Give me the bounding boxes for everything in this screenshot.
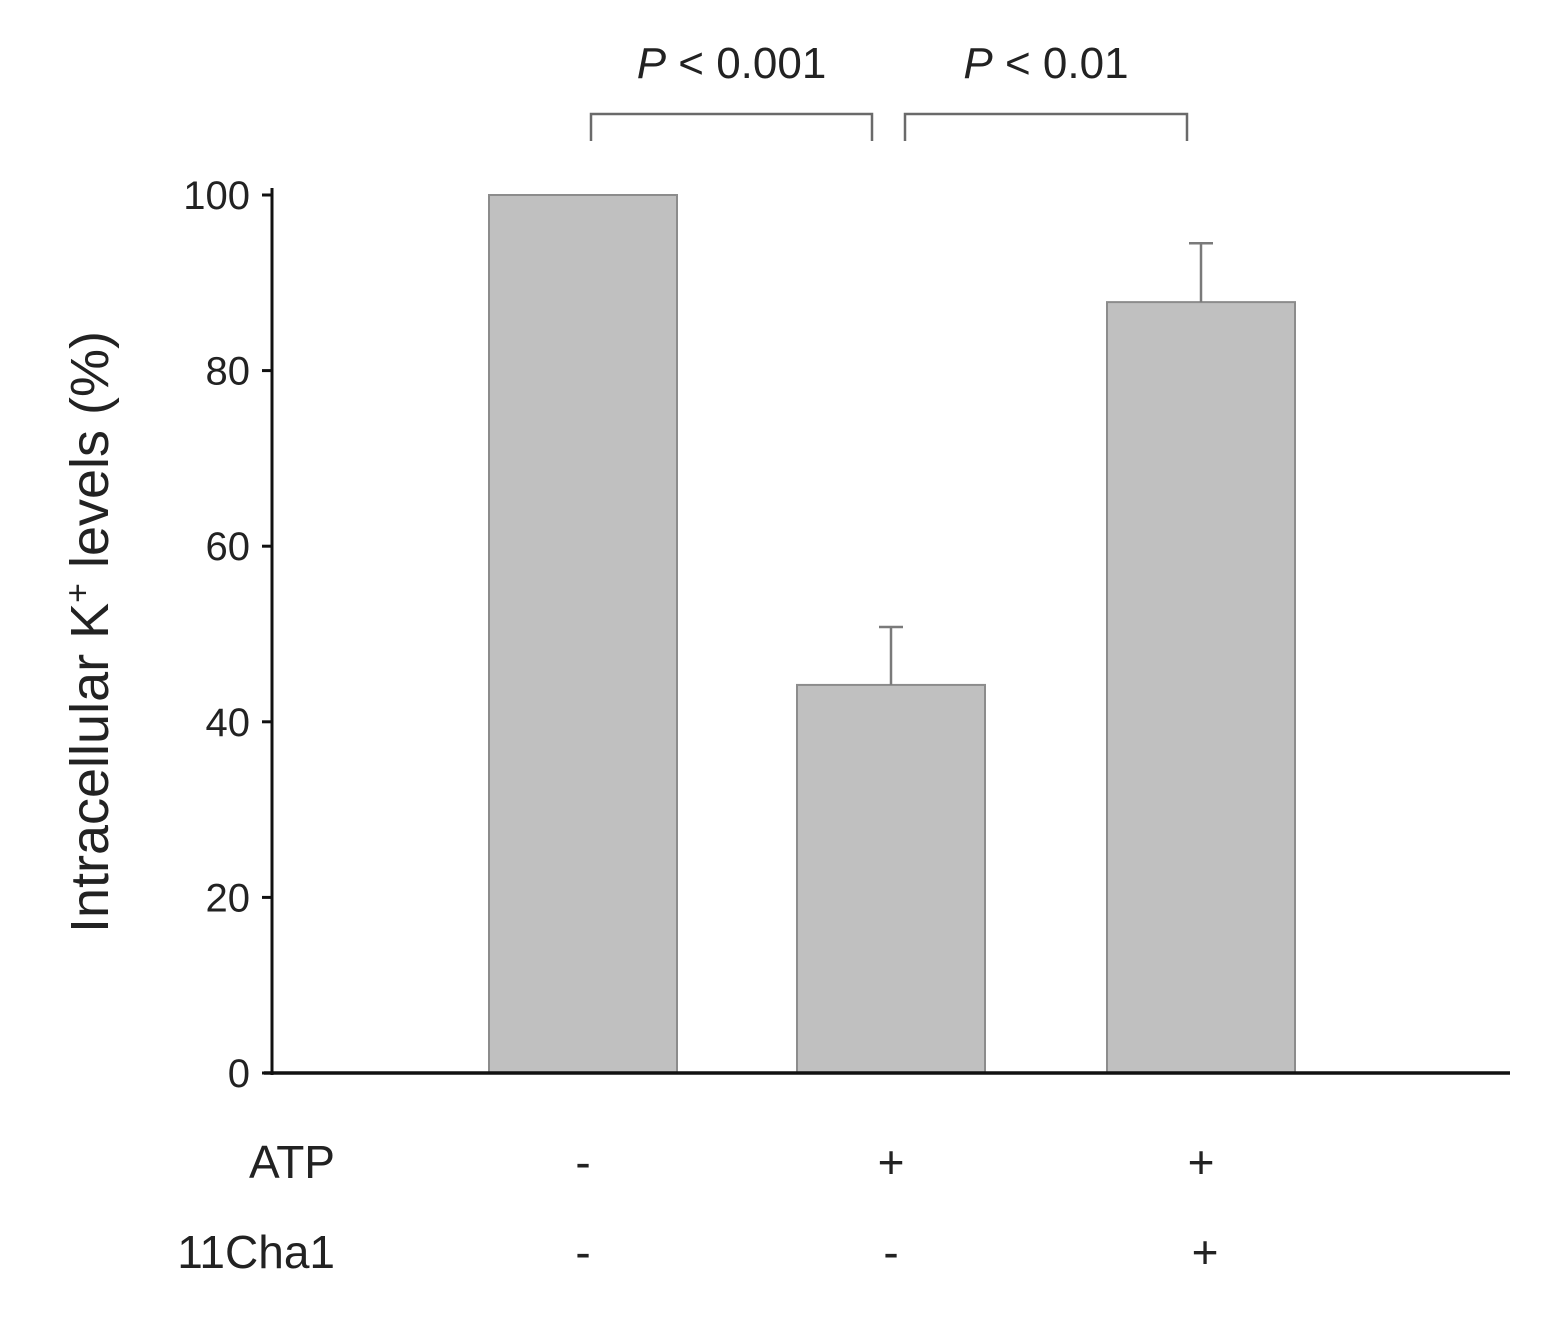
- condition-sign-11Cha1-1: -: [575, 1226, 590, 1278]
- y-tick-label-80: 80: [206, 350, 251, 394]
- y-axis-label-superscript: +: [59, 583, 97, 603]
- y-tick-label-20: 20: [206, 876, 251, 920]
- bar-2: [796, 683, 986, 1074]
- condition-sign-ATP-3: +: [1188, 1136, 1215, 1188]
- p-symbol: P: [637, 39, 667, 88]
- axes-layer: [264, 188, 1510, 1075]
- condition-sign-ATP-1: -: [575, 1136, 590, 1188]
- bar-1: [488, 194, 678, 1074]
- condition-sign-11Cha1-2: -: [883, 1226, 898, 1278]
- p-threshold: < 0.01: [993, 39, 1129, 88]
- p-symbol: P: [963, 39, 993, 88]
- significance-bracket-2: [903, 112, 1189, 141]
- significance-label-1: P < 0.001: [637, 39, 827, 88]
- condition-name-11Cha1: 11Cha1: [177, 1226, 335, 1278]
- y-ticks-layer: 0 20 40 60 80 100: [183, 174, 272, 1096]
- y-tick-label-100: 100: [183, 174, 250, 218]
- y-axis-label-tail: levels (%): [60, 331, 120, 583]
- significance-layer: P < 0.001 P < 0.01: [589, 39, 1189, 141]
- bar-3: [1106, 301, 1296, 1074]
- y-axis-label-main: Intracellular K: [60, 603, 120, 933]
- y-tick-label-40: 40: [206, 701, 251, 745]
- y-tick-label-0: 0: [228, 1052, 250, 1096]
- error-bars-layer: [879, 242, 1213, 685]
- y-tick-label-60: 60: [206, 525, 251, 569]
- significance-label-2: P < 0.01: [963, 39, 1128, 88]
- p-threshold: < 0.001: [666, 39, 826, 88]
- significance-bracket-1: [589, 112, 874, 141]
- condition-sign-11Cha1-3: +: [1192, 1226, 1219, 1278]
- condition-sign-ATP-2: +: [878, 1136, 905, 1188]
- condition-name-ATP: ATP: [249, 1136, 335, 1188]
- y-axis-label: Intracellular K+ levels (%): [59, 331, 120, 933]
- condition-table: ATP - + +11Cha1 - - +: [177, 1136, 1218, 1278]
